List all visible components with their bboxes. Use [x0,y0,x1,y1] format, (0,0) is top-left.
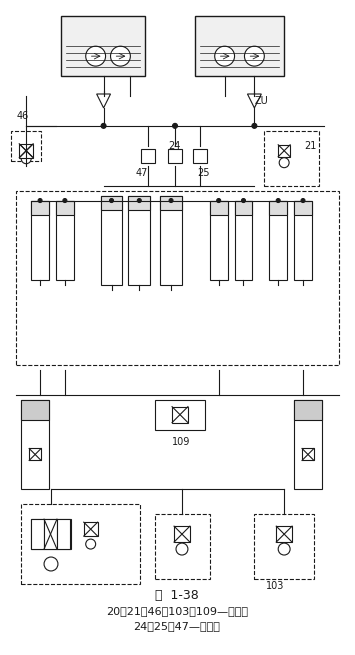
Circle shape [21,154,31,164]
Text: 109: 109 [172,436,190,447]
Bar [264,131,319,185]
Circle shape [38,198,42,202]
Circle shape [276,198,280,202]
Bar [155,400,205,430]
Bar [294,200,312,215]
Circle shape [110,198,114,202]
Circle shape [252,123,257,128]
Circle shape [101,123,106,128]
Bar [16,191,339,365]
Text: 46: 46 [16,111,28,121]
Circle shape [241,198,245,202]
Bar [155,514,210,579]
Text: 103: 103 [266,581,285,591]
Bar [100,196,122,285]
Bar [195,16,284,76]
Text: 图  1-38: 图 1-38 [155,589,199,602]
Bar [11,131,41,160]
Bar [302,449,314,460]
Bar [57,519,70,549]
Bar [31,200,49,215]
Bar [129,196,150,210]
Text: 20、21、46、103、109—节流阀: 20、21、46、103、109—节流阀 [106,606,248,616]
Bar [100,196,122,210]
Circle shape [278,543,290,555]
Bar [31,519,44,549]
Polygon shape [168,149,182,163]
Text: 25: 25 [197,168,209,178]
Bar [129,196,150,285]
Bar [269,200,287,215]
Circle shape [217,198,221,202]
Bar [56,200,74,215]
Circle shape [301,198,305,202]
Bar [160,196,182,285]
Circle shape [173,123,178,128]
Polygon shape [97,94,110,108]
Circle shape [86,47,105,66]
Bar [276,526,292,542]
Circle shape [44,557,58,571]
Text: ZU: ZU [255,96,268,106]
Circle shape [245,47,264,66]
Bar [235,200,252,280]
Bar [19,144,33,158]
Text: 21: 21 [304,141,316,151]
Bar [278,145,290,157]
Bar [172,407,188,422]
Circle shape [86,539,95,549]
Text: 24、25，47—充液阀: 24、25，47—充液阀 [133,621,220,631]
Bar [44,519,57,549]
Circle shape [215,47,235,66]
Bar [31,519,71,549]
Circle shape [169,198,173,202]
Bar [29,449,41,460]
Bar [21,400,49,420]
Bar [255,514,314,579]
Bar [21,504,140,584]
Text: 47: 47 [135,168,148,178]
Bar [269,200,287,280]
Bar [294,400,322,489]
Circle shape [63,198,67,202]
Bar [294,400,322,420]
Bar [235,200,252,215]
Bar [160,196,182,210]
Bar [84,522,98,536]
Bar [294,200,312,280]
Circle shape [176,543,188,555]
Bar [210,200,228,280]
Bar [210,200,228,215]
Circle shape [110,47,130,66]
Circle shape [279,158,289,168]
Polygon shape [141,149,155,163]
Bar [174,526,190,542]
Bar [31,200,49,280]
Circle shape [137,198,141,202]
Bar [21,400,49,489]
Text: 24: 24 [168,141,180,151]
Bar [56,200,74,280]
Polygon shape [247,94,261,108]
Polygon shape [193,149,207,163]
Bar [61,16,145,76]
